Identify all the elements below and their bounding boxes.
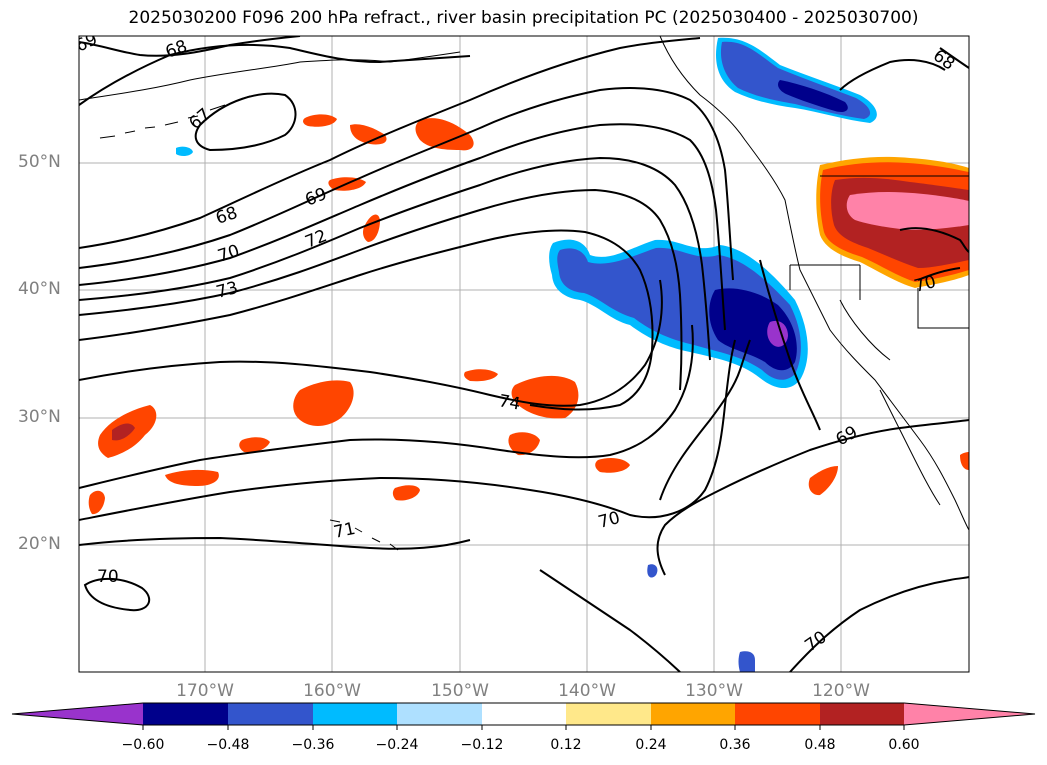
lat-label: 30°N (18, 407, 61, 427)
colorbar-tick-label: −0.12 (460, 737, 504, 753)
lat-label: 50°N (18, 152, 61, 172)
colorbar-tick-label: 0.24 (635, 737, 667, 753)
contour-70-south (539, 569, 681, 672)
contour-74 (79, 279, 663, 407)
refractivity-contours (79, 36, 969, 672)
contour-67-loop (194, 92, 297, 152)
colorbar-segment (820, 703, 904, 725)
contour-top-left (79, 36, 301, 57)
contour-68-top (79, 43, 471, 106)
precip-area-pacific-8 (508, 432, 540, 456)
lon-label: 130°W (685, 681, 743, 701)
colorbar-tick-label: 0.12 (550, 737, 582, 753)
contour-inner (79, 229, 654, 411)
lon-label: 170°W (176, 681, 234, 701)
colorbar-segment (143, 703, 228, 725)
state-borders (789, 264, 969, 361)
lon-label: 120°W (812, 681, 870, 701)
colorbar-tick-label: −0.36 (291, 737, 335, 753)
lat-label: 40°N (18, 279, 61, 299)
precip-area-pacific-9 (808, 466, 838, 496)
negative-precip-areas (176, 37, 877, 672)
baja-california (879, 389, 941, 506)
colorbar-segment (482, 703, 566, 725)
contour-70-bottom-right (789, 576, 969, 672)
colorbar-tick-label: −0.60 (121, 737, 165, 753)
precip-area-small-2 (647, 564, 658, 578)
colorbar-segment (313, 703, 397, 725)
contour-69 (79, 87, 734, 281)
contour-70 (79, 123, 726, 331)
precip-area-pacific-6 (165, 469, 219, 486)
colorbar-over-arrow (904, 703, 1035, 725)
contour-73 (79, 188, 683, 391)
contour-lower-2 (79, 339, 736, 521)
contour-lower-1 (79, 324, 694, 489)
colorbar-tick-label: −0.24 (375, 737, 419, 753)
colorbar-segment (735, 703, 820, 725)
colorbar-tick-label: −0.48 (206, 737, 250, 753)
contour-69-right (656, 419, 969, 576)
precip-area-small-3 (738, 651, 755, 672)
colorbar-segment (566, 703, 651, 725)
contour-71 (79, 536, 471, 550)
precip-area-small-1 (176, 146, 193, 157)
precip-area-pacific-1 (293, 380, 354, 426)
lon-label: 150°W (431, 681, 489, 701)
contour-label: 70 (97, 567, 119, 587)
lon-label: 160°W (303, 681, 361, 701)
map-frame (78, 35, 970, 673)
precip-area-pacific-4 (415, 118, 474, 151)
contour-label: 71 (332, 519, 357, 543)
colorbar (11, 702, 1036, 730)
map-title: 2025030200 F096 200 hPa refract., river … (128, 8, 919, 28)
precip-area-west-us-deep (709, 288, 797, 371)
precip-area-pacific-15 (464, 369, 498, 382)
positive-precip-areas (88, 114, 969, 515)
contour-70-sw (83, 577, 151, 612)
contour-label: 74 (497, 391, 522, 414)
lat-label: 20°N (18, 534, 61, 554)
precip-area-pacific-7 (595, 457, 630, 473)
precip-area-pacific-14 (239, 437, 270, 453)
colorbar-segment (651, 703, 735, 725)
colorbar-tick-label: 0.60 (888, 737, 920, 753)
precip-area-pacific-10 (303, 114, 337, 127)
lon-label: 140°W (558, 681, 616, 701)
colorbar-tick-label: 0.36 (719, 737, 751, 753)
colorbar-tick-label: 0.48 (804, 737, 836, 753)
north-america-coast (659, 36, 969, 531)
contour-coast-1 (759, 259, 821, 431)
precip-area-interior-west-max (846, 192, 969, 230)
contour-68 (79, 37, 701, 249)
precip-area-pacific-3-core (112, 423, 135, 441)
precip-area-pacific-17 (960, 452, 969, 470)
contour-72 (79, 156, 711, 361)
precip-area-pacific-13 (392, 485, 420, 501)
aleutian-islands (99, 95, 251, 139)
precip-area-british-columbia-deep (778, 80, 848, 112)
colorbar-segment (397, 703, 482, 725)
precip-area-pacific-5 (350, 124, 387, 145)
hawaii-islands (329, 519, 399, 551)
contour-interior-west (839, 47, 969, 281)
colorbar-under-arrow (12, 703, 143, 725)
colorbar-segment (228, 703, 313, 725)
contour-70-mid (659, 339, 751, 501)
precip-area-pacific-16 (88, 490, 105, 515)
